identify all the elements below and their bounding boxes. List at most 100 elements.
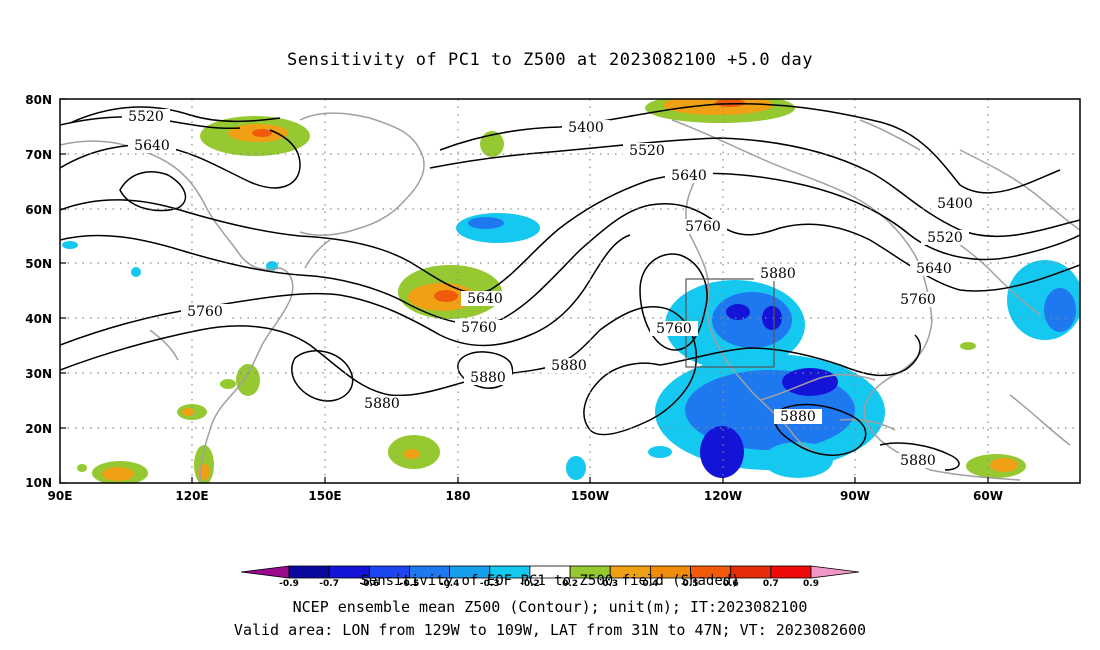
colorbar-tick-label: 0.2 — [562, 579, 578, 589]
colorbar-tick-label: 0.7 — [763, 579, 779, 589]
contour-label: 5760 — [679, 219, 727, 235]
contour-labels: 5520 5640 5400 5520 5640 5760 5880 5400 … — [122, 109, 979, 469]
colorbar-tick-label: -0.6 — [359, 579, 379, 589]
positive-blob — [77, 464, 87, 472]
negative-blob — [648, 446, 672, 458]
contour-label-text: 5400 — [568, 120, 604, 136]
contour-label-text: 5880 — [760, 266, 796, 282]
contour-5400-west — [69, 106, 281, 124]
positive-blob — [480, 131, 504, 157]
colorbar-tick-label: 0.6 — [723, 579, 739, 589]
negative-blob — [468, 217, 504, 229]
colorbar-tick-label: 0.4 — [642, 579, 658, 589]
lat-label: 20N — [25, 422, 52, 436]
colorbar-tick-label: -0.3 — [480, 579, 500, 589]
contour-label: 5520 — [921, 230, 969, 246]
contour-label-text: 5880 — [900, 453, 936, 469]
contour-label-text: 5640 — [671, 168, 707, 184]
legend-title: Sensitivity of EOF PC1 to Z500 field (Sh… — [360, 573, 740, 589]
colorbar-tick-label: -0.5 — [400, 579, 420, 589]
positive-blob — [102, 467, 134, 481]
lon-label: 120E — [175, 489, 208, 503]
lon-label: 90W — [840, 489, 870, 503]
contour-label-text: 5640 — [916, 261, 952, 277]
page-title: Sensitivity of PC1 to Z500 at 2023082100… — [286, 50, 813, 70]
contour-label: 5400 — [931, 196, 979, 212]
negative-blob — [726, 304, 750, 320]
positive-blob — [220, 379, 236, 389]
contour-label: 5880 — [894, 453, 942, 469]
longitude-labels: 90E 120E 150E 180 150W 120W 90W 60W — [48, 489, 1003, 503]
contour-label: 5640 — [910, 261, 958, 277]
colorbar-tick-label: -0.4 — [440, 579, 460, 589]
negative-blob — [62, 241, 78, 249]
positive-blob — [663, 99, 773, 115]
negative-blob — [456, 213, 540, 243]
lat-label: 60N — [25, 203, 52, 217]
contour-label: 5880 — [358, 396, 406, 412]
contour-5760-loop — [639, 253, 708, 351]
lat-label: 50N — [25, 257, 52, 271]
contour-label-text: 5520 — [629, 143, 665, 159]
positive-blob — [236, 364, 260, 396]
contour-5640 — [60, 172, 1080, 294]
contour-label: 5400 — [562, 120, 610, 136]
lon-label: 150E — [308, 489, 341, 503]
colorbar-tick-label: 0.9 — [803, 579, 819, 589]
contour-label-text: 5400 — [937, 196, 973, 212]
contour-label: 5640 — [128, 138, 176, 154]
positive-blob — [434, 290, 458, 302]
contour-label: 5760 — [650, 321, 698, 337]
lon-label: 180 — [445, 489, 470, 503]
positive-blob — [252, 129, 272, 137]
negative-blob — [1044, 288, 1076, 332]
negative-blob — [700, 426, 744, 478]
contour-label: 5520 — [122, 109, 170, 125]
positive-blob — [715, 99, 745, 107]
contour-label: 5760 — [894, 292, 942, 308]
contour-5640-loop — [119, 171, 187, 212]
contour-label-text: 5520 — [927, 230, 963, 246]
lat-label: 10N — [25, 476, 52, 490]
contour-label-text: 5880 — [780, 409, 816, 425]
contour-5520 — [429, 137, 1080, 238]
contour-label-text: 5520 — [128, 109, 164, 125]
contour-5880-far-east — [879, 442, 960, 471]
contour-label-text: 5880 — [364, 396, 400, 412]
footer-valid-area: Valid area: LON from 129W to 109W, LAT f… — [233, 621, 867, 639]
lat-label: 80N — [25, 93, 52, 107]
contour-label: 5640 — [461, 291, 509, 307]
colorbar-tick-label: -0.7 — [319, 579, 339, 589]
positive-blob — [960, 342, 976, 350]
contour-label-text: 5640 — [134, 138, 170, 154]
contour-label: 5760 — [181, 304, 229, 320]
z500-contours — [60, 102, 1080, 471]
lat-label: 30N — [25, 367, 52, 381]
contour-label: 5880 — [774, 409, 822, 425]
contour-label: 5880 — [754, 266, 802, 282]
plot-frame — [59, 98, 1081, 484]
contour-5880-se — [774, 403, 867, 456]
positive-blob — [182, 408, 194, 416]
axis-ticks — [59, 98, 989, 484]
negative-blob — [131, 267, 141, 277]
lon-label: 150W — [571, 489, 609, 503]
contour-label-text: 5760 — [685, 219, 721, 235]
lon-label: 90E — [48, 489, 73, 503]
positive-blob — [990, 458, 1018, 472]
contour-label-text: 5760 — [900, 292, 936, 308]
contour-label-text: 5880 — [551, 358, 587, 374]
contour-label-text: 5760 — [656, 321, 692, 337]
negative-blob — [762, 306, 782, 330]
negative-blob — [763, 442, 833, 478]
contour-5880-south — [583, 306, 697, 436]
contour-label: 5880 — [545, 358, 593, 374]
contour-label-text: 5760 — [187, 304, 223, 320]
colorbar-tick-label: -0.2 — [520, 579, 540, 589]
colorbar-extend-high — [810, 565, 860, 579]
contour-5880-loop1 — [291, 350, 354, 402]
latitude-labels: 80N 70N 60N 50N 40N 30N 20N 10N — [25, 93, 52, 490]
contour-label: 5760 — [455, 320, 503, 336]
contour-label: 5640 — [665, 168, 713, 184]
